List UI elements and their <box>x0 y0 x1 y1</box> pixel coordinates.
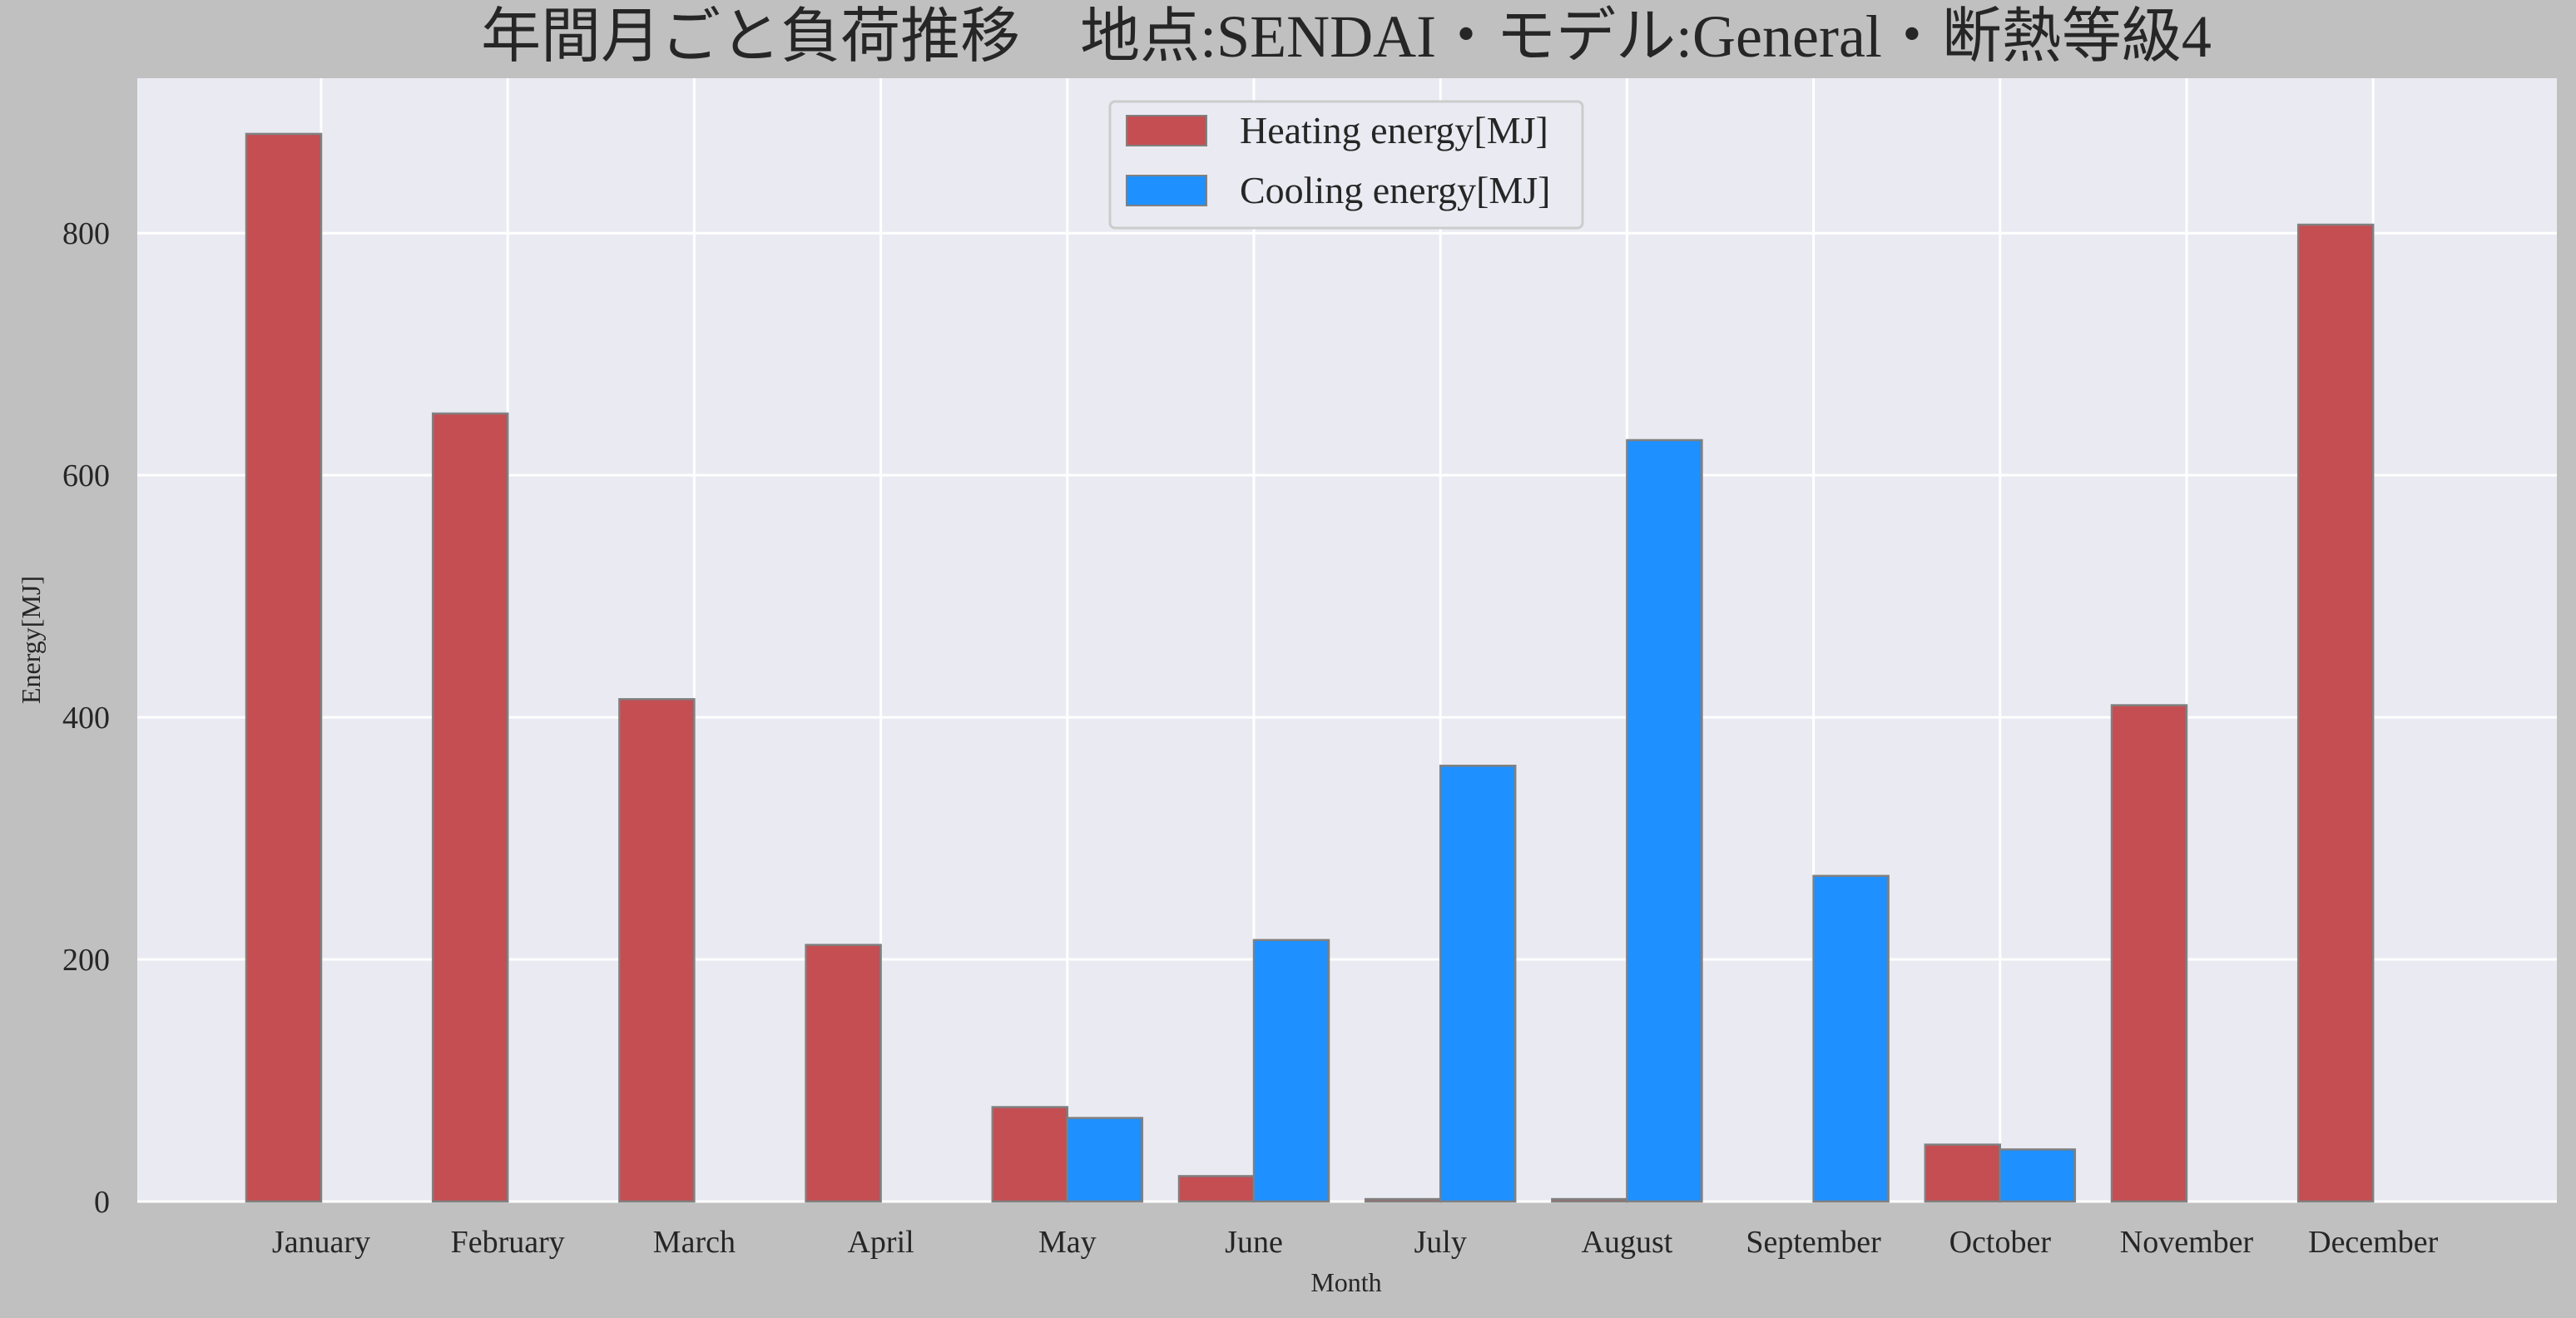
bar-heating-august <box>1551 1197 1628 1203</box>
x-tick-label-december: December <box>2308 1225 2438 1260</box>
y-tick-label: 200 <box>62 943 110 978</box>
legend-label-cooling: Cooling energy[MJ] <box>1240 169 1551 211</box>
x-tick-label-november: November <box>2120 1225 2254 1260</box>
y-axis-ticks: 0 200 400 600 800 <box>62 216 110 1220</box>
chart-title: 年間月ごと負荷推移 地点:SENDAI・モデル:General・断熱等級4 <box>481 3 2212 70</box>
bar-cooling-july <box>1439 765 1517 1203</box>
bar-heating-november <box>2110 704 2188 1203</box>
y-tick-label: 0 <box>94 1185 110 1220</box>
bar-heating-march <box>618 698 696 1203</box>
x-axis-label: Month <box>1310 1267 1381 1297</box>
x-tick-label-may: May <box>1038 1225 1097 1260</box>
legend: Heating energy[MJ] Cooling energy[MJ] <box>1108 100 1584 230</box>
legend-swatch-heating <box>1126 115 1207 146</box>
x-axis-ticks: January February March April May June July Augu… <box>272 1225 2439 1260</box>
x-tick-label-september: September <box>1746 1225 1881 1260</box>
bar-heating-may <box>991 1106 1069 1203</box>
bar-heating-february <box>431 412 509 1203</box>
x-tick-label-april: April <box>847 1225 914 1260</box>
x-tick-label-june: June <box>1225 1225 1283 1260</box>
x-tick-label-august: August <box>1582 1225 1673 1260</box>
bar-heating-june <box>1177 1175 1256 1203</box>
bar-cooling-october <box>1999 1148 2077 1203</box>
y-tick-label: 400 <box>62 701 110 736</box>
bar-cooling-may <box>1066 1117 1144 1203</box>
x-tick-label-january: January <box>272 1225 370 1260</box>
x-tick-label-july: July <box>1414 1225 1467 1260</box>
bar-heating-april <box>805 944 882 1203</box>
bar-cooling-august <box>1626 439 1703 1203</box>
bar-heating-december <box>2296 223 2375 1203</box>
legend-label-heating: Heating energy[MJ] <box>1240 109 1548 151</box>
bar-marks <box>245 132 2375 1203</box>
y-tick-label: 600 <box>62 458 110 493</box>
y-tick-label: 800 <box>62 216 110 251</box>
x-tick-label-february: February <box>451 1225 565 1260</box>
bar-cooling-june <box>1252 939 1330 1203</box>
bar-heating-january <box>245 132 323 1203</box>
bar-heating-october <box>1924 1143 2002 1203</box>
bar-cooling-september <box>1812 875 1890 1203</box>
x-tick-label-october: October <box>1949 1225 2052 1260</box>
x-tick-label-march: March <box>653 1225 736 1260</box>
legend-box <box>1108 100 1584 230</box>
y-axis-label: Energy[MJ] <box>16 576 46 704</box>
bar-heating-july <box>1364 1197 1442 1203</box>
legend-swatch-cooling <box>1126 175 1207 206</box>
